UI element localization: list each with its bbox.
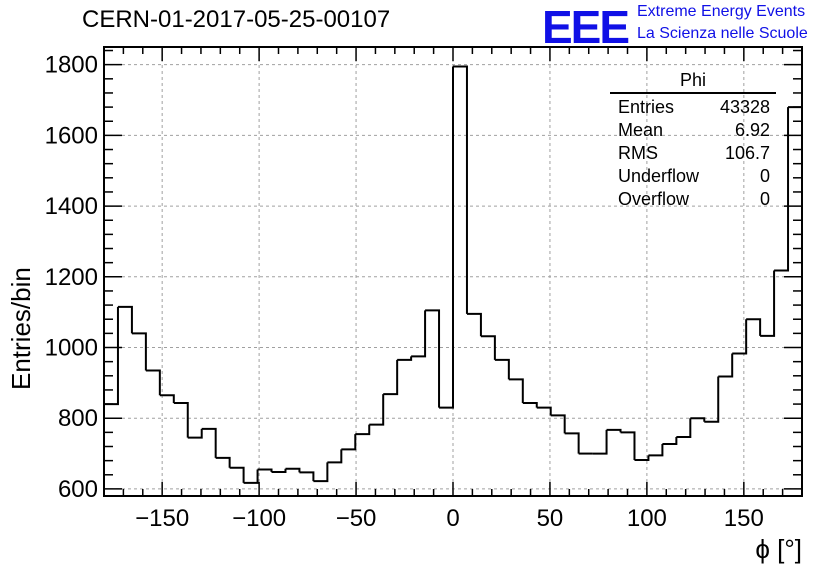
histogram-bin [564,432,580,454]
stats-row-mean: Mean 6.92 [610,119,776,142]
y-tick-label: 800 [58,405,98,432]
histogram-bin [131,332,147,371]
stats-value: 0 [759,166,770,186]
histogram-bin [201,427,217,458]
histogram-bin [453,65,468,314]
tick-labels: −150 −100 −50 0 50 100 150 600 800 1000 1200 1400 16… [45,52,764,532]
histogram-bin [439,66,454,409]
histogram-bin [229,466,245,483]
stats-row-rms: RMS 106.7 [610,142,776,165]
stats-label: Underflow [618,166,700,186]
histogram-bin [746,318,762,336]
histogram-bin [690,417,706,422]
y-tick-label: 600 [58,476,98,503]
histogram-bin [550,414,566,434]
histogram-bin [522,402,538,408]
histogram-bin [355,424,371,436]
histogram-bin [648,444,664,457]
stats-box: Phi Entries 43328 Mean 6.92 RMS 106.7 Un… [610,70,776,211]
histogram-bin [466,312,482,337]
x-tick-label: 150 [724,505,764,532]
logo-line-2: La Scienza nelle Scuole [637,25,808,42]
x-tick-label: −150 [135,505,189,532]
histogram-bin [411,310,427,358]
y-tick-label: 1800 [45,52,98,79]
histogram-bin [480,335,496,360]
histogram-bin [369,394,385,426]
histogram-bin [704,376,720,423]
x-tick-label: 50 [537,505,564,532]
histogram-bin [103,306,119,496]
histogram-bin [313,462,329,483]
histogram-bin [383,359,399,396]
histogram-bin [536,406,552,416]
histogram-bin [718,353,734,378]
stats-title: Phi [610,70,776,94]
stats-value: 106.7 [724,143,770,163]
histogram-bin [676,418,692,438]
histogram-bin [327,449,343,464]
stats-value: 0 [759,189,770,209]
stats-row-underflow: Underflow 0 [610,165,776,188]
y-tick-label: 1200 [45,264,98,291]
stats-label: Entries [618,97,675,117]
histogram-bin [634,455,650,461]
histogram-bin [215,456,231,468]
histogram-bin [117,305,133,334]
histogram-bin [760,270,776,337]
histogram-bin [620,431,636,460]
stats-label: Mean [618,120,664,140]
stats-row-entries: Entries 43328 [610,96,776,119]
histogram-bin [271,468,287,473]
histogram-bin [187,428,203,439]
x-tick-label: 100 [627,505,667,532]
y-tick-label: 1400 [45,193,98,220]
ticks [103,47,803,496]
histogram-bin [341,434,357,451]
y-tick-label: 1600 [45,122,98,149]
histogram-bin [285,467,301,473]
y-tick-label: 1000 [45,335,98,362]
histogram-bin [662,436,678,446]
histogram-bin [425,309,441,408]
x-tick-label: −100 [232,505,286,532]
stats-row-overflow: Overflow 0 [610,188,776,211]
histogram-bin [732,319,748,355]
chart-title: CERN-01-2017-05-25-00107 [82,6,391,33]
histogram-bin [592,429,608,455]
histogram-bin [145,369,161,396]
x-tick-label: −50 [336,505,377,532]
histogram-bin [774,107,790,272]
stats-value: 6.92 [734,120,770,140]
histogram-bin [173,402,189,438]
stats-value: 43328 [719,97,770,117]
histogram-bin [159,394,175,404]
stats-label: Overflow [618,189,690,209]
eee-logo: EEE [542,1,630,53]
histogram-bin [299,471,315,482]
histogram-bin [243,469,259,484]
x-tick-label: 0 [446,505,459,532]
x-axis-label: ϕ [°] [755,534,802,564]
logo-line-1: Extreme Energy Events [637,3,806,20]
histogram-bin [397,356,413,361]
histogram-bin [257,468,273,472]
histogram-bin [788,106,803,496]
histogram-bin [494,358,510,380]
y-axis-label: Entries/bin [6,267,36,390]
histogram-bin [508,378,524,404]
stats-label: RMS [618,143,658,163]
histogram-bin [606,428,622,433]
